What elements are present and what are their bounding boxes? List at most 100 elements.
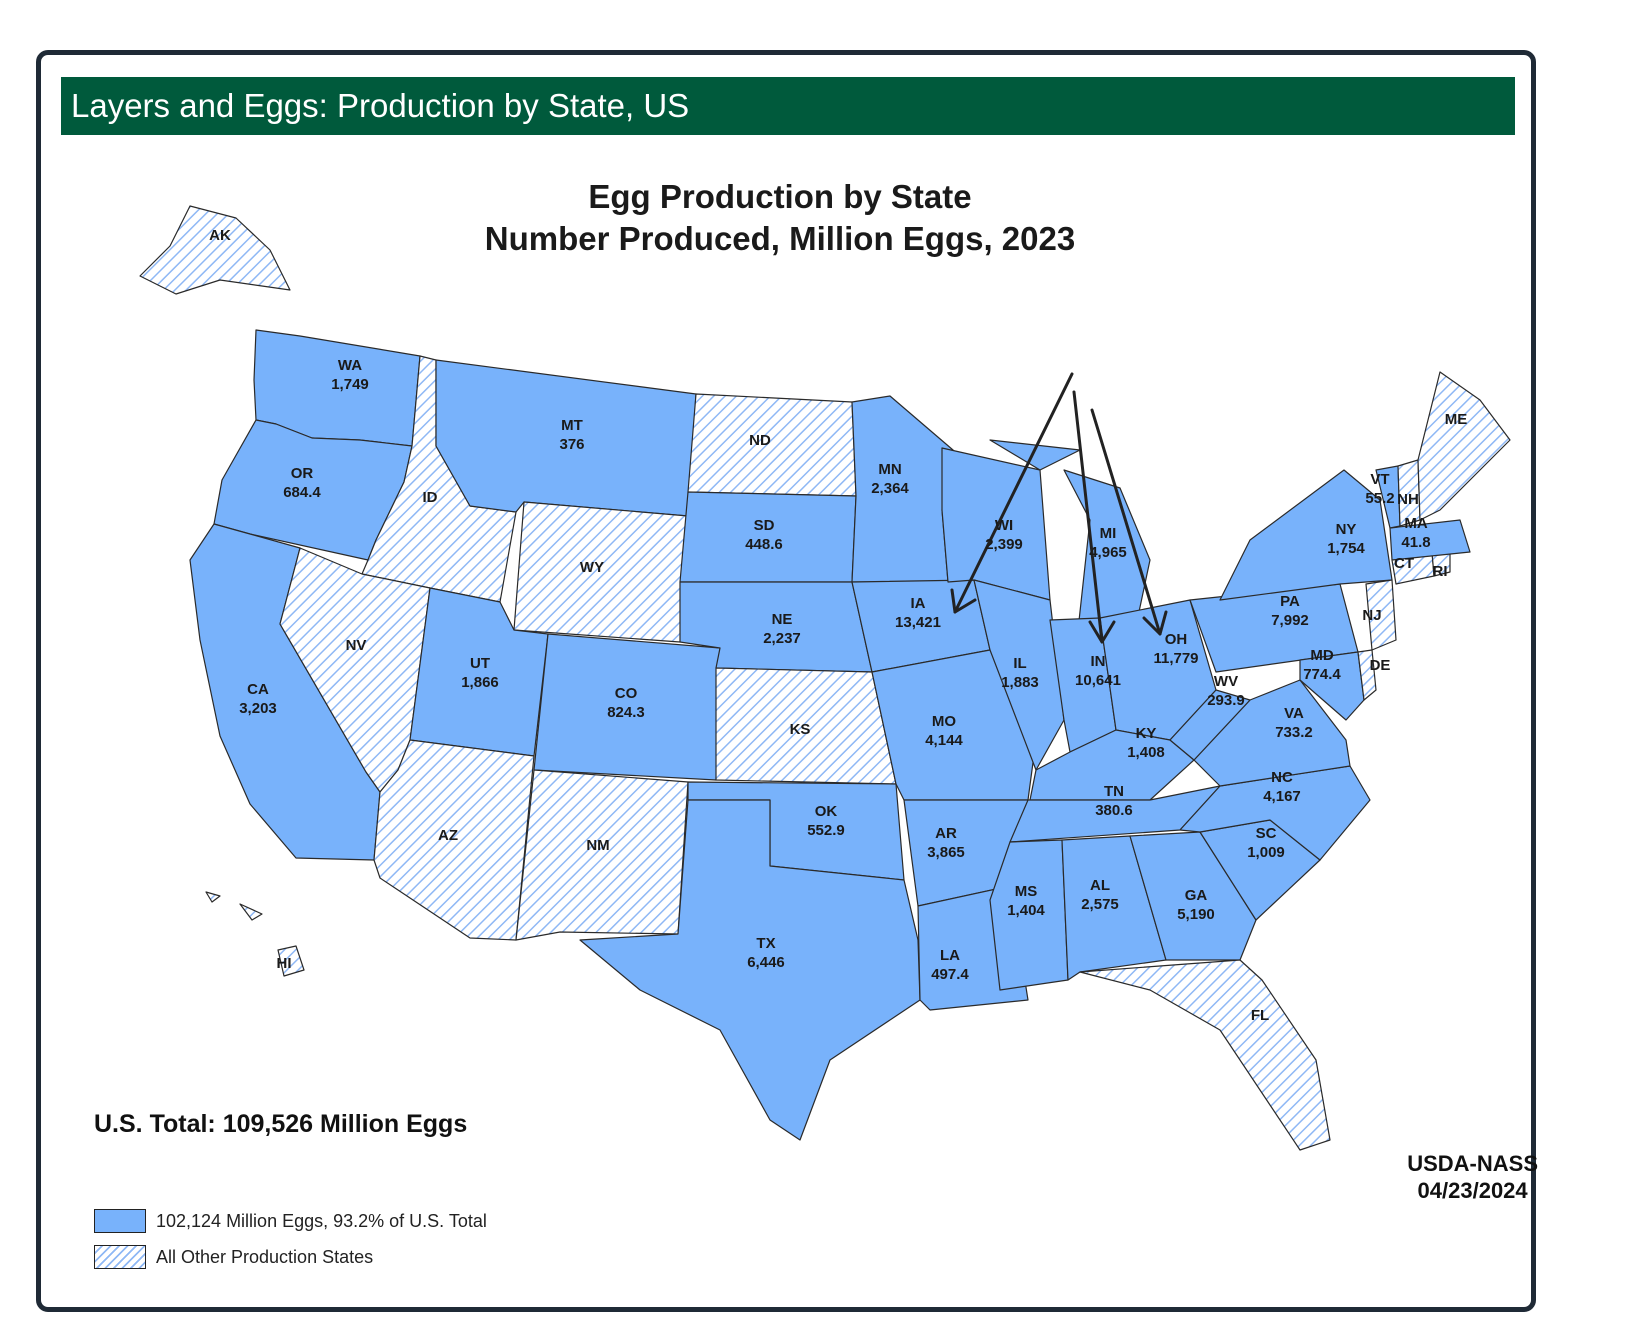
state-label-wv: WV: [1214, 673, 1238, 690]
state-ga: [1129, 831, 1257, 961]
state-value-pa: 7,992: [1271, 612, 1309, 629]
state-label-mo: MO: [932, 713, 956, 730]
legend-label-hatched: All Other Production States: [156, 1246, 374, 1267]
state-label-ms: MS: [1015, 883, 1038, 900]
state-tx: [579, 799, 921, 1141]
state-value-ky: 1,408: [1127, 744, 1165, 761]
arrowhead-oh: [1142, 610, 1168, 636]
state-value-ia: 13,421: [895, 614, 941, 631]
legend-item-solid: 102,124 Million Eggs, 93.2% of U.S. Tota…: [94, 1207, 487, 1235]
state-label-ny: NY: [1336, 521, 1357, 538]
state-value-ny: 1,754: [1327, 540, 1365, 557]
state-label-al: AL: [1090, 877, 1110, 894]
state-label-de: DE: [1370, 657, 1391, 674]
state-label-wi: WI: [995, 517, 1013, 534]
state-label-il: IL: [1013, 655, 1026, 672]
state-value-ga: 5,190: [1177, 906, 1215, 923]
state-ak: [139, 205, 291, 295]
state-label-or: OR: [291, 465, 314, 482]
arrow-to-ia: [953, 372, 1074, 614]
state-md: [1299, 651, 1365, 721]
state-value-tx: 6,446: [747, 954, 785, 971]
state-label-la: LA: [940, 947, 960, 964]
arrowhead-ia: [950, 588, 977, 614]
state-label-ks: KS: [790, 721, 811, 738]
state-value-mi: 4,965: [1089, 544, 1127, 561]
state-value-la: 497.4: [931, 966, 969, 983]
state-label-nj: NJ: [1362, 607, 1381, 624]
state-label-ut: UT: [470, 655, 490, 672]
map-title-line2: Number Produced, Million Eggs, 2023: [484, 220, 1076, 257]
state-label-nm: NM: [586, 837, 609, 854]
state-value-md: 774.4: [1303, 666, 1341, 683]
state-label-nd: ND: [749, 432, 771, 449]
state-value-ut: 1,866: [461, 674, 499, 691]
state-value-mt: 376: [559, 436, 584, 453]
state-label-mn: MN: [878, 461, 901, 478]
state-label-ky: KY: [1136, 725, 1157, 742]
state-ma: [1389, 519, 1471, 561]
state-value-ca: 3,203: [239, 700, 277, 717]
state-value-ms: 1,404: [1007, 902, 1045, 919]
header-title: Layers and Eggs: Production by State, US: [61, 77, 1515, 135]
state-value-ar: 3,865: [927, 844, 965, 861]
state-value-tn: 380.6: [1095, 802, 1133, 819]
state-value-sc: 1,009: [1247, 844, 1285, 861]
state-nm: [515, 769, 689, 941]
state-label-mt: MT: [561, 417, 583, 434]
state-value-wa: 1,749: [331, 376, 369, 393]
state-label-ma: MA: [1404, 515, 1427, 532]
state-value-or: 684.4: [283, 484, 321, 501]
state-label-ak: AK: [209, 227, 231, 244]
state-il: [973, 579, 1065, 771]
state-value-va: 733.2: [1275, 724, 1313, 741]
state-fl: [1079, 959, 1331, 1151]
state-label-fl: FL: [1251, 1007, 1269, 1024]
state-value-sd: 448.6: [745, 536, 783, 553]
legend-swatch-hatched: [94, 1245, 146, 1269]
state-value-ok: 552.9: [807, 822, 845, 839]
state-ms: [989, 839, 1069, 991]
arrow-to-in: [1072, 390, 1104, 644]
state-hi: [205, 891, 305, 977]
state-label-nv: NV: [346, 637, 367, 654]
state-nj: [1365, 579, 1397, 651]
state-value-ne: 2,237: [763, 630, 801, 647]
legend-item-hatched: All Other Production States: [94, 1243, 373, 1271]
state-nd: [687, 393, 857, 497]
state-value-wv: 293.9: [1207, 692, 1245, 709]
credit-agency: USDA-NASS: [1407, 1151, 1538, 1176]
state-label-ri: RI: [1433, 563, 1448, 580]
state-label-ok: OK: [815, 803, 838, 820]
state-label-vt: VT: [1370, 471, 1389, 488]
state-label-ct: CT: [1394, 555, 1414, 572]
arrowhead-in: [1088, 620, 1116, 644]
state-label-oh: OH: [1165, 631, 1188, 648]
source-credit: USDA-NASS 04/23/2024: [1407, 1150, 1538, 1204]
map-title-line1: Egg Production by State: [588, 178, 972, 215]
state-value-il: 1,883: [1001, 674, 1039, 691]
state-value-wi: 2,399: [985, 536, 1023, 553]
state-value-mo: 4,144: [925, 732, 963, 749]
state-me: [1417, 371, 1511, 521]
state-label-tx: TX: [756, 935, 775, 952]
legend-label-solid: 102,124 Million Eggs, 93.2% of U.S. Tota…: [156, 1210, 487, 1231]
state-label-ar: AR: [935, 825, 957, 842]
state-label-nc: NC: [1271, 769, 1293, 786]
state-label-co: CO: [615, 685, 638, 702]
state-label-md: MD: [1310, 647, 1333, 664]
state-az: [373, 739, 535, 941]
state-value-in: 10,641: [1075, 672, 1121, 689]
credit-date: 04/23/2024: [1417, 1178, 1528, 1203]
state-value-al: 2,575: [1081, 896, 1119, 913]
state-label-wy: WY: [580, 559, 604, 576]
state-label-tn: TN: [1104, 783, 1124, 800]
state-wv: [1169, 689, 1251, 761]
state-label-ca: CA: [247, 681, 269, 698]
state-value-oh: 11,779: [1153, 650, 1198, 667]
state-label-ne: NE: [772, 611, 793, 628]
state-value-ma: 41.8: [1401, 534, 1430, 551]
legend-swatch-solid: [94, 1209, 146, 1233]
state-label-va: VA: [1284, 705, 1304, 722]
